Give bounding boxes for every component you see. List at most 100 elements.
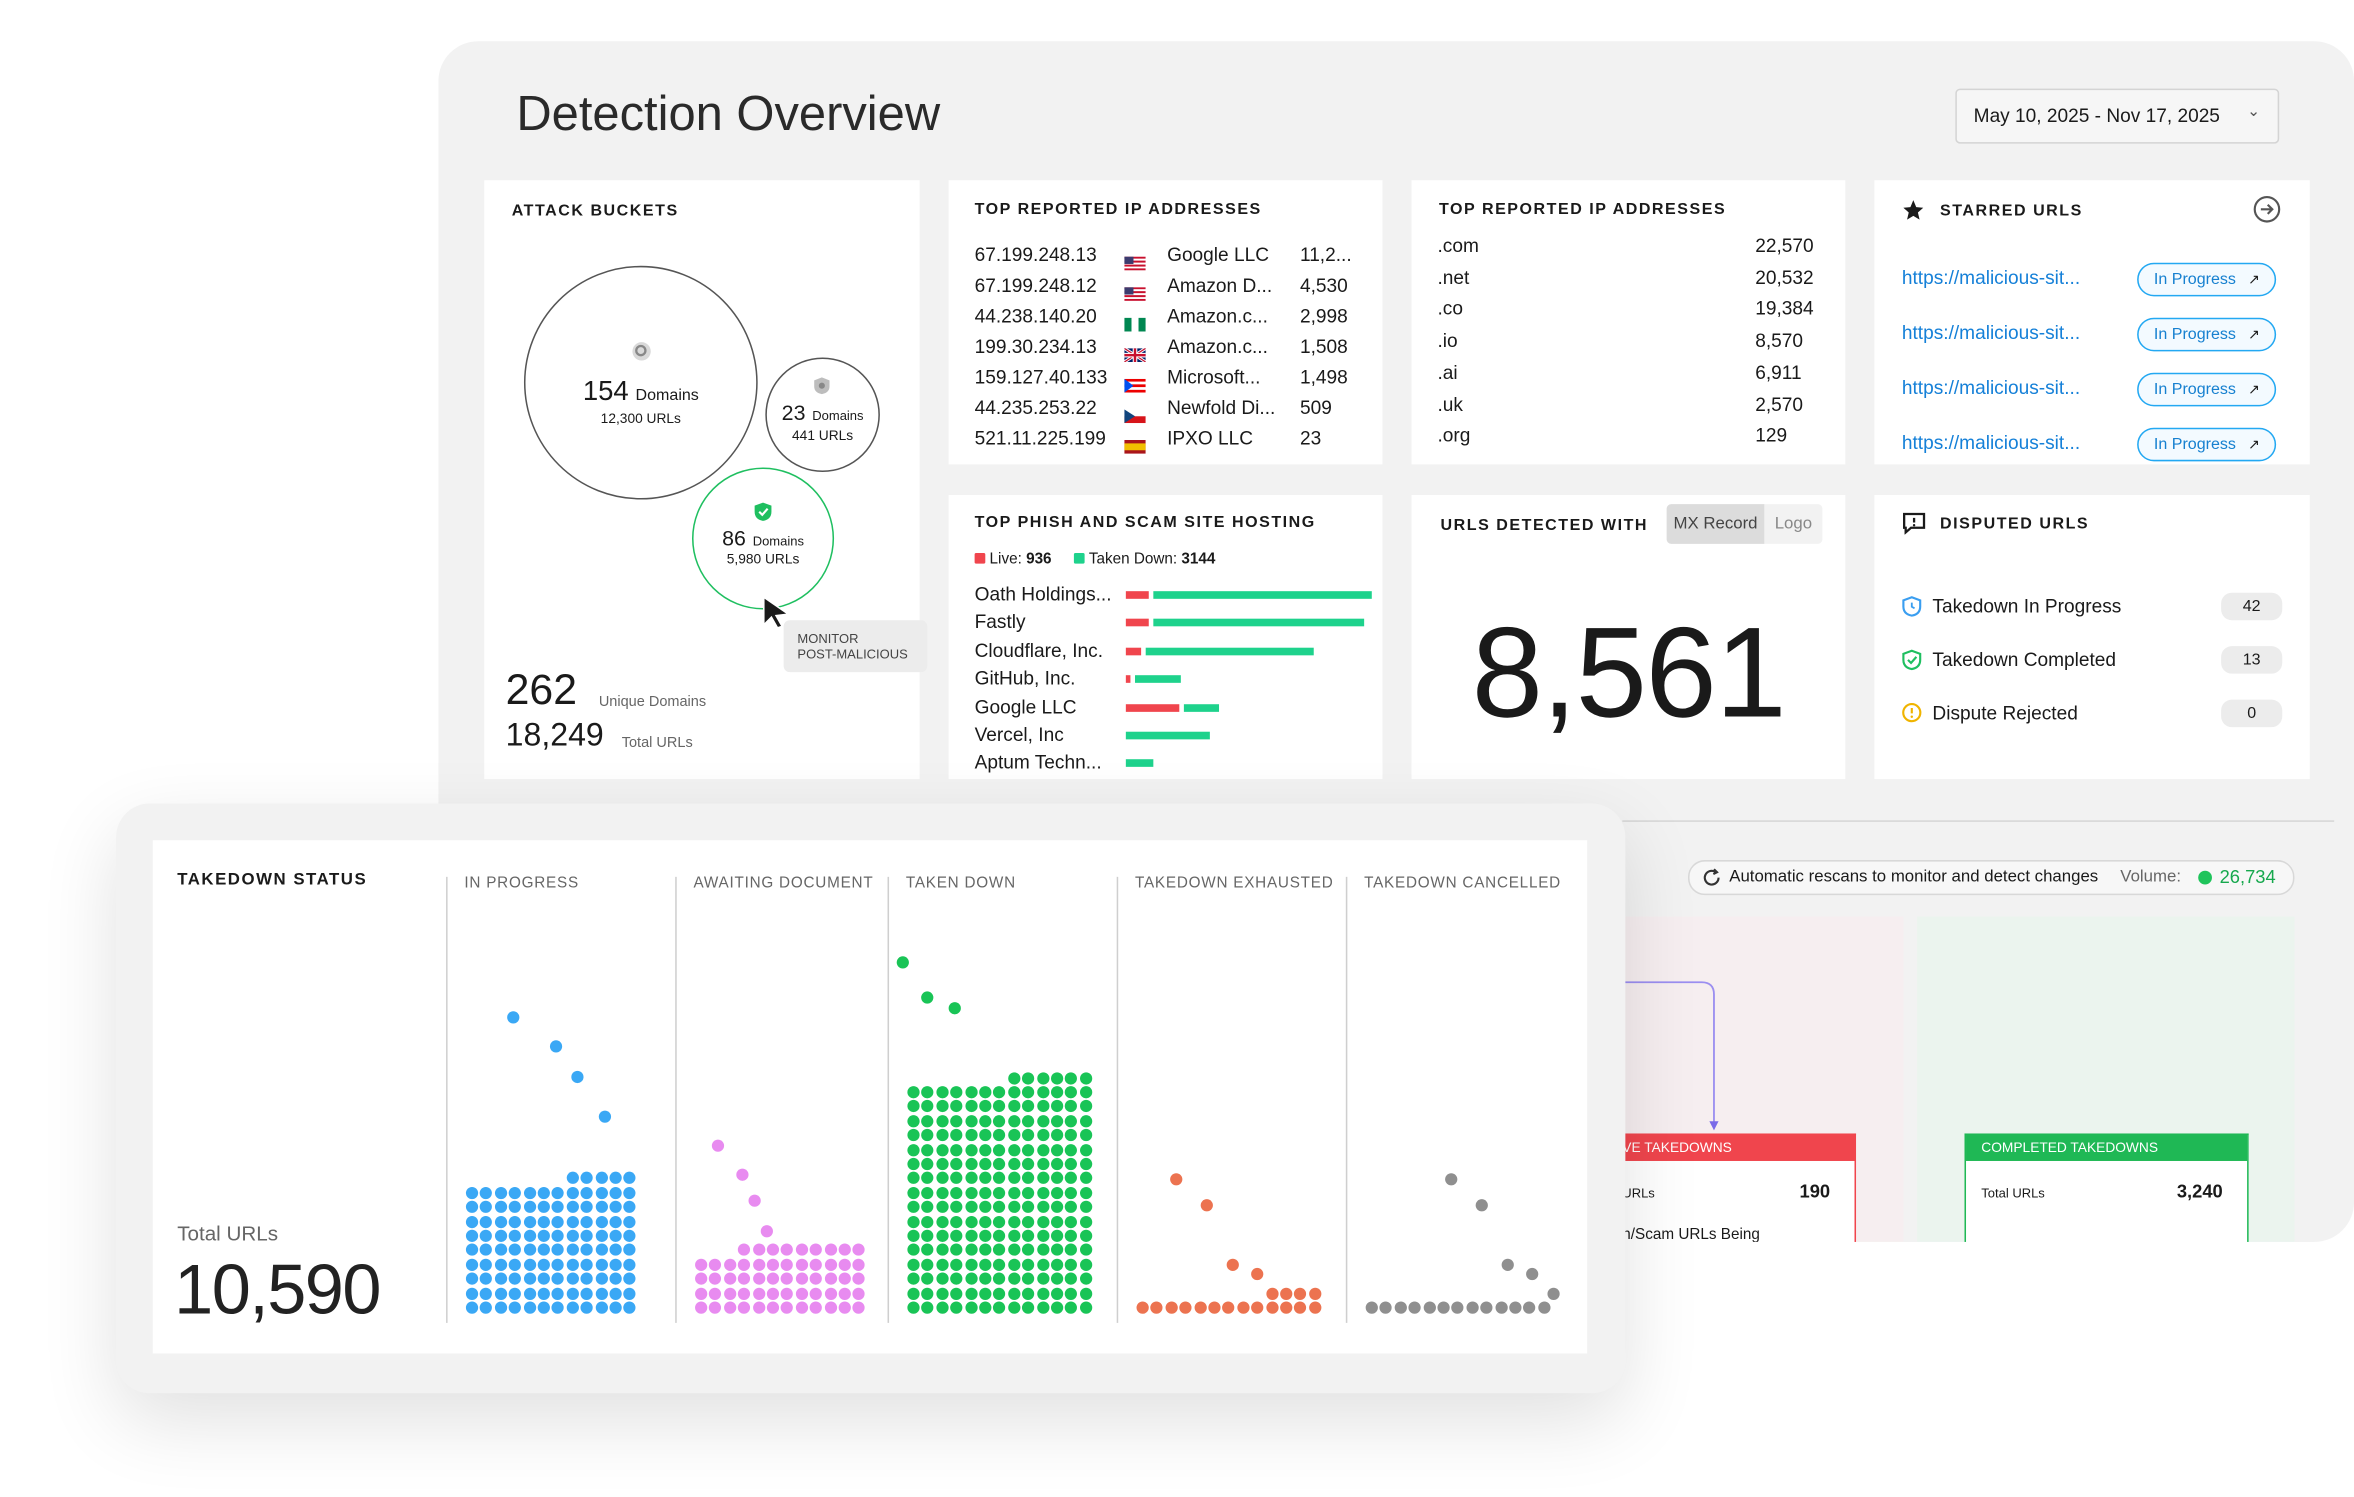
- status-pill[interactable]: In Progress ↗: [2137, 427, 2277, 462]
- status-dot: [1022, 1086, 1035, 1099]
- total-urls-label: Total URLs: [621, 734, 693, 752]
- status-dot: [936, 1100, 949, 1113]
- ip-row[interactable]: 521.11.225.199 IPXO LLC 23: [949, 428, 1383, 455]
- hosting-row[interactable]: Google LLC: [949, 696, 1383, 723]
- shield-check-icon: [754, 502, 772, 521]
- tld-name: .ai: [1437, 361, 1458, 384]
- status-dot: [552, 1244, 565, 1257]
- starred-url-link[interactable]: https://malicious-sit...: [1901, 322, 2081, 344]
- status-dot: [1265, 1287, 1278, 1300]
- status-dot: [936, 1143, 949, 1156]
- status-dot: [1501, 1258, 1514, 1271]
- ip-row[interactable]: 44.235.253.22 Newfold Di... 509: [949, 397, 1383, 424]
- status-dot: [950, 1129, 963, 1142]
- status-dot: [964, 1114, 978, 1128]
- status-label: In Progress: [2153, 325, 2236, 344]
- status-dot: [580, 1229, 593, 1242]
- takedown-column[interactable]: TAKEN DOWN: [887, 840, 1116, 1353]
- takedown-column[interactable]: IN PROGRESS: [446, 840, 674, 1353]
- disputed-row[interactable]: Dispute Rejected 0: [1874, 699, 2309, 731]
- status-pill[interactable]: In Progress ↗: [2137, 372, 2277, 407]
- status-dot: [566, 1301, 579, 1314]
- tab-mx-record[interactable]: MX Record: [1666, 504, 1765, 544]
- tld-row[interactable]: .net 20,532: [1412, 267, 1846, 294]
- status-dot: [1065, 1143, 1078, 1156]
- status-dot: [993, 1129, 1006, 1142]
- hosting-row[interactable]: Fastly: [949, 612, 1383, 639]
- tld-row[interactable]: .co 19,384: [1412, 298, 1846, 325]
- status-dot: [948, 1002, 961, 1015]
- tld-row[interactable]: .com 22,570: [1412, 235, 1846, 262]
- status-dot: [1050, 1129, 1064, 1142]
- status-dot: [494, 1200, 507, 1214]
- takedown-column[interactable]: TAKEDOWN EXHAUSTED: [1116, 840, 1345, 1353]
- status-dot: [609, 1172, 622, 1185]
- status-dot: [838, 1287, 851, 1300]
- starred-url-link[interactable]: https://malicious-sit...: [1901, 267, 2081, 289]
- takedown-total-label: Total URLs: [177, 1222, 279, 1245]
- status-dot: [465, 1200, 479, 1214]
- date-range-picker[interactable]: May 10, 2025 - Nov 17, 2025 ⌄: [1955, 88, 2280, 144]
- status-pill[interactable]: In Progress ↗: [2137, 317, 2277, 352]
- urls-detected-card: URLS DETECTED WITH MX Record Logo 8,561: [1411, 494, 1846, 780]
- status-dot: [1036, 1143, 1049, 1156]
- takedown-column[interactable]: AWAITING DOCUMENT: [675, 840, 886, 1353]
- hosting-row[interactable]: Oath Holdings...: [949, 584, 1383, 611]
- bubble-medium[interactable]: 86 Domains 5,980 URLs: [692, 467, 835, 610]
- status-dot: [1079, 1100, 1092, 1113]
- status-dot: [1079, 1287, 1092, 1300]
- ip-row[interactable]: 44.238.140.20 Amazon.c... 2,998: [949, 306, 1383, 333]
- tld-row[interactable]: .uk 2,570: [1412, 393, 1846, 420]
- status-dot: [921, 1215, 934, 1228]
- ip-row[interactable]: 199.30.234.13 Amazon.c... 1,508: [949, 336, 1383, 364]
- starred-url-link[interactable]: https://malicious-sit...: [1901, 432, 2081, 454]
- tab-logo[interactable]: Logo: [1764, 504, 1823, 544]
- status-dot: [936, 1114, 949, 1128]
- arrow-circle-right-icon[interactable]: [2253, 195, 2281, 223]
- status-dot: [795, 1301, 808, 1314]
- takedown-column[interactable]: TAKEDOWN CANCELLED: [1345, 840, 1587, 1353]
- status-dot: [552, 1287, 565, 1300]
- status-dot: [1022, 1172, 1035, 1185]
- hosting-row[interactable]: Aptum Techn...: [949, 752, 1383, 779]
- disputed-row[interactable]: Takedown Completed 13: [1874, 646, 2309, 677]
- status-dot: [1050, 1229, 1064, 1242]
- status-dot: [465, 1287, 479, 1300]
- active-takedowns-box: VE TAKEDOWNS URLs 190 n/Scam URLs Being: [1622, 1133, 1857, 1244]
- status-dot: [1537, 1301, 1551, 1314]
- bubble-small[interactable]: 23 Domains 441 URLs: [765, 357, 880, 473]
- hosting-row[interactable]: Vercel, Inc: [949, 724, 1383, 751]
- disputed-count: 0: [2221, 699, 2283, 728]
- tld-row[interactable]: .io 8,570: [1412, 330, 1846, 357]
- arrow-up-right-icon: ↗: [2248, 436, 2260, 453]
- tld-row[interactable]: .ai 6,911: [1412, 362, 1846, 389]
- status-dot: [1007, 1301, 1021, 1314]
- status-dot: [709, 1272, 722, 1285]
- status-pill[interactable]: In Progress ↗: [2137, 262, 2277, 297]
- hosting-name: Oath Holdings...: [974, 583, 1112, 605]
- ip-row[interactable]: 67.199.248.13 Google LLC 11,2...: [949, 244, 1383, 271]
- status-dot: [950, 1114, 963, 1128]
- status-dot: [950, 1172, 963, 1185]
- status-dot: [838, 1244, 851, 1257]
- status-dot: [723, 1287, 736, 1300]
- bubble-large[interactable]: 154 Domains 12,300 URLs: [523, 265, 758, 500]
- ip-row[interactable]: 159.127.40.133 Microsoft... 1,498: [949, 367, 1383, 394]
- disputed-label: Takedown Completed: [1932, 649, 2117, 671]
- column-divider: [675, 876, 677, 1323]
- starred-url-link[interactable]: https://malicious-sit...: [1901, 377, 2081, 399]
- live-bar: [1125, 619, 1149, 627]
- hosting-row[interactable]: GitHub, Inc.: [949, 668, 1383, 695]
- status-dot: [1022, 1114, 1035, 1128]
- tld-row[interactable]: .org 129: [1412, 425, 1846, 452]
- status-dot: [896, 956, 909, 969]
- bubble-medium-domains: 86: [722, 525, 746, 550]
- tld-name: .org: [1437, 424, 1471, 447]
- disputed-row[interactable]: Takedown In Progress 42: [1874, 592, 2309, 624]
- ip-row[interactable]: 67.199.248.12 Amazon D... 4,530: [949, 275, 1383, 302]
- status-dot: [752, 1301, 765, 1314]
- status-dot: [1200, 1199, 1213, 1212]
- status-dot: [1022, 1129, 1035, 1142]
- status-dot: [1022, 1100, 1035, 1113]
- hosting-row[interactable]: Cloudflare, Inc.: [949, 640, 1383, 667]
